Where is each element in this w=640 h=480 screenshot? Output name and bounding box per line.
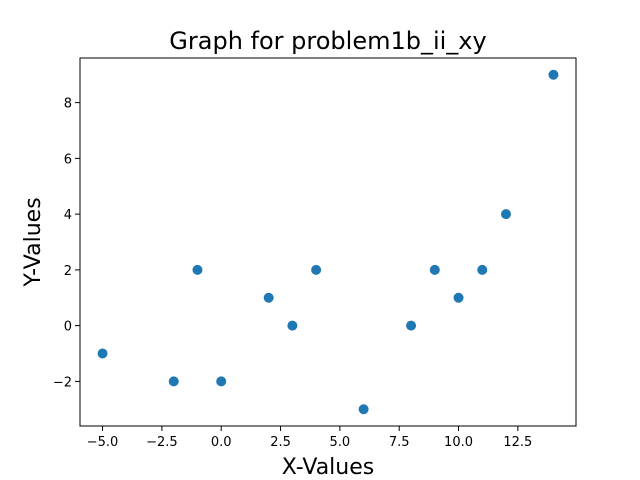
chart-title: Graph for problem1b_ii_xy (169, 27, 486, 55)
y-tick-label: 8 (64, 97, 72, 112)
x-tick-label: 12.5 (503, 435, 532, 450)
plot-frame (79, 57, 577, 427)
data-points (97, 69, 559, 415)
x-tick-label: 0.0 (211, 435, 232, 450)
x-tick-label: 5.0 (330, 435, 351, 450)
data-point (548, 69, 559, 80)
x-axis-label: X-Values (282, 455, 375, 480)
x-tick-label: −5.0 (87, 435, 119, 450)
data-point (216, 376, 227, 387)
y-tick-label: −2 (53, 375, 72, 390)
plot-area (79, 57, 577, 427)
data-point (453, 292, 464, 303)
data-point (287, 320, 298, 331)
x-tick-label: 2.5 (270, 435, 291, 450)
data-point (97, 348, 108, 359)
y-tick-label: 0 (64, 320, 72, 335)
x-axis-ticks: −5.0 −2.5 0.0 2.5 5.0 7.5 10.0 12.5 (87, 426, 532, 450)
data-point (429, 264, 440, 275)
data-point (263, 292, 274, 303)
y-axis-label: Y-Values (21, 197, 46, 287)
y-tick-label: 4 (64, 208, 72, 223)
data-point (168, 376, 179, 387)
data-point (192, 264, 203, 275)
y-axis-ticks: −2 0 2 4 6 8 (53, 97, 80, 390)
data-point (500, 209, 511, 220)
data-point (406, 320, 417, 331)
y-tick-label: 6 (64, 152, 72, 167)
y-tick-label: 2 (64, 264, 72, 279)
data-point (477, 264, 488, 275)
x-tick-label: 7.5 (389, 435, 410, 450)
data-point (311, 264, 322, 275)
x-tick-label: 10.0 (444, 435, 473, 450)
data-point (358, 404, 369, 415)
x-tick-label: −2.5 (146, 435, 178, 450)
